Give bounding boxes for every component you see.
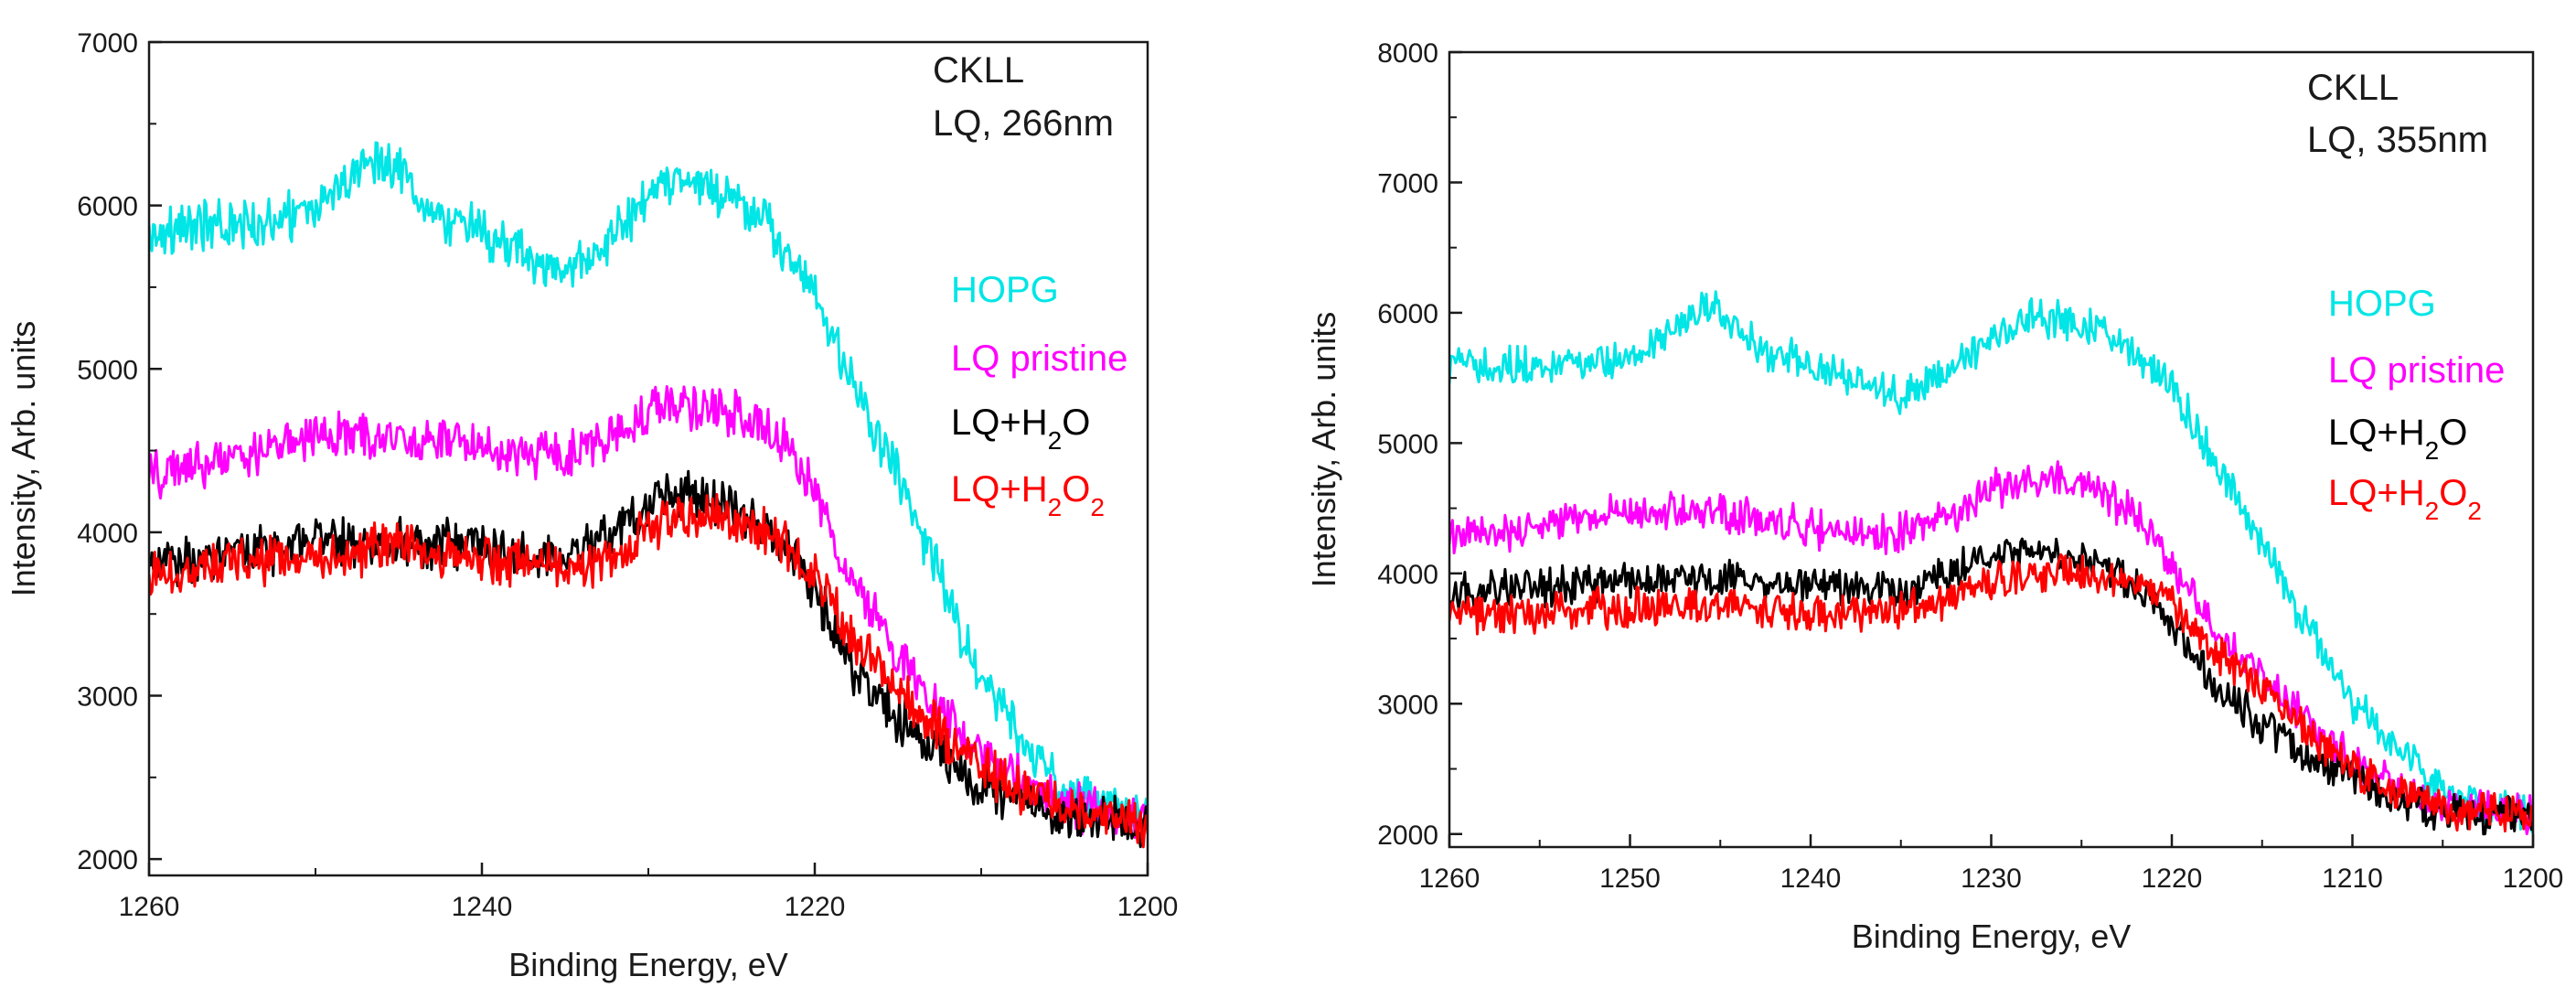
legend-text: LQ pristine <box>951 338 1128 379</box>
legend-subscript: 2 <box>2425 436 2440 465</box>
plot-frame <box>147 40 1149 877</box>
y-tick-label-7000: 7000 <box>1377 168 1438 199</box>
y-tick-label-4000: 4000 <box>1377 560 1438 590</box>
legend-text: O <box>1062 402 1090 443</box>
legend-text: O <box>2439 473 2467 513</box>
series-line-lq-pristine <box>149 385 1148 839</box>
legend-subscript: 2 <box>2425 497 2440 525</box>
series-line-lq-h2o2 <box>149 493 1148 849</box>
x-tick-label-1200: 1200 <box>2503 864 2564 894</box>
y-tick-label-8000: 8000 <box>1377 38 1438 69</box>
legend-subscript: 2 <box>1048 493 1063 521</box>
legend-text: HOPG <box>951 270 1059 310</box>
series-line-hopg <box>149 141 1148 836</box>
legend-subscript: 2 <box>1048 426 1063 455</box>
y-tick-label-2000: 2000 <box>77 845 138 875</box>
chart-panel-355nm: 2000 3000 4000 5000 6000 7000 8000 1260 1250 1240… <box>1288 0 2576 998</box>
chart-panel-266nm: 2000 3000 4000 5000 6000 7000 1260 1240 1220 1200… <box>5 28 1179 983</box>
series-line-hopg <box>1449 290 2533 834</box>
y-tick-label-5000: 5000 <box>77 355 138 385</box>
y-axis-title: Intensity, Arb. units <box>1305 312 1342 587</box>
legend-text: O <box>1062 469 1090 510</box>
xps-ckll-chart-266nm: 2000 3000 4000 5000 6000 7000 1260 1240 1220 1200… <box>5 28 1179 983</box>
legend-text: LQ+H <box>2328 473 2425 513</box>
annotation-line-1: CKLL <box>933 50 1024 91</box>
x-tick-label-1230: 1230 <box>1961 864 2022 894</box>
legend-text: LQ+H <box>951 402 1048 443</box>
legend-text: LQ pristine <box>2328 350 2505 391</box>
y-axis-title: Intensity, Arb. units <box>5 321 42 596</box>
legend-text: LQ+H <box>2328 413 2425 453</box>
legend-label-lq-pristine: LQ pristine <box>2328 350 2505 391</box>
x-tick-label-1210: 1210 <box>2322 864 2383 894</box>
legend-text: HOPG <box>2328 284 2436 324</box>
xps-ckll-chart-355nm: 2000 3000 4000 5000 6000 7000 8000 1260 1250 1240… <box>1305 38 2564 955</box>
y-tick-label-3000: 3000 <box>77 682 138 713</box>
series-line-lq-h2o2 <box>1449 553 2533 833</box>
x-tick-label-1240: 1240 <box>452 892 513 922</box>
legend-label-hopg: HOPG <box>2328 284 2436 324</box>
y-tick-label-4000: 4000 <box>77 519 138 549</box>
x-axis-title: Binding Energy, eV <box>1852 918 2132 955</box>
y-tick-label-5000: 5000 <box>1377 429 1438 459</box>
y-tick-label-2000: 2000 <box>1377 821 1438 851</box>
annotation-line-1: CKLL <box>2307 68 2399 108</box>
legend-label-lq-h2o: LQ+H2O <box>951 402 1090 455</box>
x-axis-title: Binding Energy, eV <box>508 946 788 983</box>
x-tick-label-1220: 1220 <box>2142 864 2203 894</box>
legend-label-hopg: HOPG <box>951 270 1059 310</box>
legend-subscript: 2 <box>1090 493 1105 521</box>
legend-label-lq-pristine: LQ pristine <box>951 338 1128 379</box>
legend-subscript: 2 <box>2467 497 2482 525</box>
y-tick-label-6000: 6000 <box>1377 299 1438 329</box>
x-tick-label-1260: 1260 <box>119 892 180 922</box>
annotation-line-2: LQ, 355nm <box>2307 120 2488 160</box>
legend-label-lq-h2o2: LQ+H2O2 <box>2328 473 2482 525</box>
legend-text: LQ+H <box>951 469 1048 510</box>
series-line-lq-h2o <box>1449 537 2533 836</box>
y-tick-label-3000: 3000 <box>1377 690 1438 720</box>
y-tick-label-7000: 7000 <box>77 28 138 59</box>
x-tick-label-1200: 1200 <box>1117 892 1179 922</box>
y-tick-label-6000: 6000 <box>77 192 138 222</box>
legend-label-lq-h2o2: LQ+H2O2 <box>951 469 1105 521</box>
x-tick-label-1250: 1250 <box>1599 864 1661 894</box>
x-tick-label-1240: 1240 <box>1780 864 1842 894</box>
plot-area <box>1449 290 2533 836</box>
legend-text: O <box>2439 413 2467 453</box>
x-tick-label-1260: 1260 <box>1419 864 1480 894</box>
annotation-line-2: LQ, 266nm <box>933 103 1114 144</box>
x-tick-label-1220: 1220 <box>785 892 846 922</box>
plot-area <box>149 141 1148 849</box>
legend-label-lq-h2o: LQ+H2O <box>2328 413 2467 465</box>
